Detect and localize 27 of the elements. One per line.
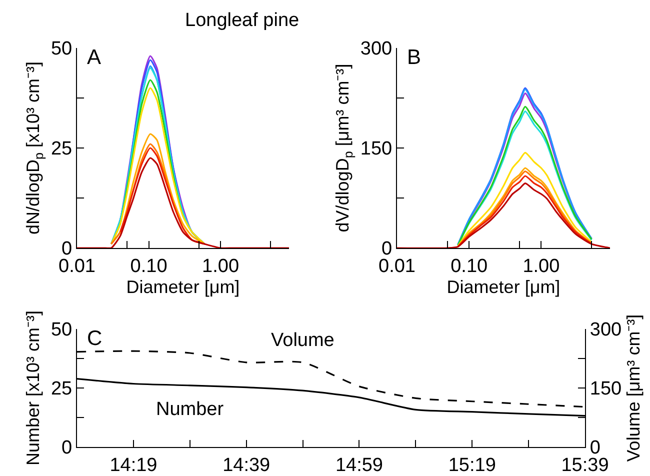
y-axis-title: Number [x10³ cm⁻³] xyxy=(23,310,44,466)
x-tick-label: 14:39 xyxy=(222,454,270,476)
y-tick-label: 50 xyxy=(50,38,72,60)
x-tick-label: 1.00 xyxy=(522,256,560,277)
y-tick-label: 50 xyxy=(50,320,72,341)
x-tick-label: 15:19 xyxy=(448,454,496,476)
y-tick-label: 25 xyxy=(50,138,72,160)
y-tick-label: 150 xyxy=(360,138,392,160)
x-axis-title: Diameter [μm] xyxy=(126,276,240,297)
annotation: A xyxy=(87,46,102,69)
x-tick-label: 14:59 xyxy=(335,454,383,476)
x-axis-title: Diameter [μm] xyxy=(446,276,560,297)
x-tick-label: 14:19 xyxy=(110,454,158,476)
y2-axis-title: Volume [μm³ cm⁻³] xyxy=(624,314,644,462)
y-tick-label: 300 xyxy=(360,38,392,60)
series-label: Volume xyxy=(271,330,334,351)
series-label: Number xyxy=(156,399,224,420)
x-tick-label: 0.10 xyxy=(130,256,168,277)
x-tick-label: 1.00 xyxy=(202,256,240,277)
y-tick-label: 25 xyxy=(50,378,72,400)
y2-tick-label: 300 xyxy=(590,320,622,341)
x-tick-label: 0.10 xyxy=(450,256,488,277)
annotation: B xyxy=(407,46,422,69)
annotation: C xyxy=(87,327,102,350)
y2-tick-label: 150 xyxy=(590,378,622,400)
y-tick-label: 0 xyxy=(62,438,72,459)
chart-title: Longleaf pine xyxy=(185,10,300,31)
